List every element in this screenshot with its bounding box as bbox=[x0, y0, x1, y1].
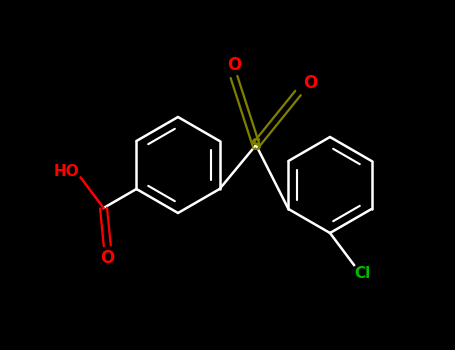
Text: HO: HO bbox=[54, 164, 80, 179]
Text: O: O bbox=[227, 56, 241, 74]
Text: O: O bbox=[100, 249, 114, 267]
Text: O: O bbox=[303, 74, 317, 92]
Text: S: S bbox=[251, 138, 262, 153]
Text: Cl: Cl bbox=[354, 266, 370, 280]
